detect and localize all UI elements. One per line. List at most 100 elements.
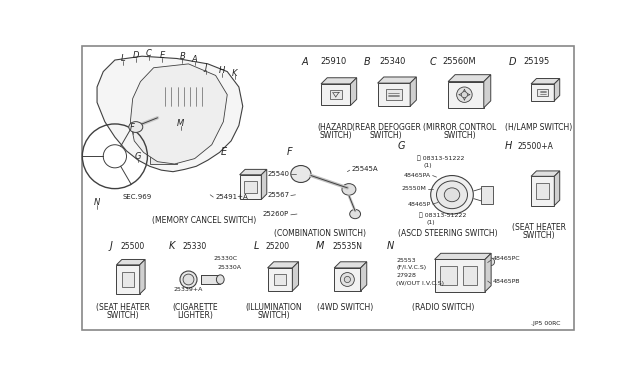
Bar bbox=[435, 260, 485, 292]
Polygon shape bbox=[484, 75, 491, 108]
Text: 25560M: 25560M bbox=[443, 57, 476, 66]
Bar bbox=[179, 122, 209, 129]
Text: 25910: 25910 bbox=[320, 57, 346, 66]
Text: 25500+A: 25500+A bbox=[518, 142, 554, 151]
Ellipse shape bbox=[183, 274, 194, 285]
Circle shape bbox=[457, 87, 472, 102]
Text: K: K bbox=[168, 241, 175, 251]
Polygon shape bbox=[321, 78, 356, 84]
Text: C: C bbox=[146, 49, 152, 58]
Text: 25550M: 25550M bbox=[401, 186, 426, 191]
Text: 25567: 25567 bbox=[267, 192, 289, 198]
Bar bbox=[239, 175, 261, 199]
Text: (REAR DEFOGGER: (REAR DEFOGGER bbox=[352, 123, 420, 132]
Polygon shape bbox=[410, 77, 417, 106]
Text: 25330: 25330 bbox=[182, 242, 207, 251]
Text: SWITCH): SWITCH) bbox=[257, 311, 290, 320]
Text: (SEAT HEATER: (SEAT HEATER bbox=[95, 304, 150, 312]
Circle shape bbox=[340, 273, 355, 286]
Text: (1): (1) bbox=[423, 163, 432, 168]
Text: K: K bbox=[232, 68, 237, 78]
Text: (MIRROR CONTROL: (MIRROR CONTROL bbox=[423, 123, 497, 132]
Polygon shape bbox=[261, 169, 267, 199]
Polygon shape bbox=[531, 78, 560, 84]
Circle shape bbox=[487, 258, 495, 266]
Text: D: D bbox=[132, 51, 139, 60]
Text: B: B bbox=[179, 52, 185, 61]
Text: (MEMORY CANCEL SWITCH): (MEMORY CANCEL SWITCH) bbox=[152, 216, 256, 225]
Text: A: A bbox=[301, 57, 308, 67]
Bar bbox=[179, 133, 209, 141]
Polygon shape bbox=[334, 262, 367, 268]
Text: E: E bbox=[159, 51, 164, 60]
Polygon shape bbox=[531, 171, 560, 176]
Polygon shape bbox=[239, 169, 267, 175]
Ellipse shape bbox=[436, 181, 467, 209]
Text: (CIGARETTE: (CIGARETTE bbox=[172, 304, 218, 312]
Text: Ⓢ 08313-51222: Ⓢ 08313-51222 bbox=[417, 156, 465, 161]
Bar bbox=[463, 266, 477, 285]
Text: SEC.969: SEC.969 bbox=[123, 194, 152, 200]
Text: M: M bbox=[177, 119, 184, 128]
Ellipse shape bbox=[216, 275, 224, 284]
Text: 25339+A: 25339+A bbox=[173, 287, 202, 292]
Polygon shape bbox=[268, 262, 298, 268]
Text: Ⓢ 08313-51222: Ⓢ 08313-51222 bbox=[419, 213, 466, 218]
Circle shape bbox=[461, 92, 467, 98]
Text: 25200: 25200 bbox=[266, 242, 290, 251]
Text: J: J bbox=[204, 63, 207, 72]
Ellipse shape bbox=[342, 184, 356, 195]
Bar bbox=[531, 176, 554, 206]
Ellipse shape bbox=[180, 271, 197, 288]
Text: M: M bbox=[316, 241, 324, 251]
Text: SWITCH): SWITCH) bbox=[370, 131, 403, 140]
Ellipse shape bbox=[291, 166, 311, 183]
Bar bbox=[378, 83, 410, 106]
Polygon shape bbox=[140, 260, 145, 294]
Text: 27928: 27928 bbox=[396, 273, 416, 278]
Polygon shape bbox=[360, 262, 367, 291]
Polygon shape bbox=[485, 253, 491, 292]
Text: H: H bbox=[219, 66, 225, 75]
Polygon shape bbox=[116, 260, 145, 265]
Text: C: C bbox=[429, 57, 436, 67]
Bar bbox=[122, 272, 134, 287]
Text: (W/OUT I.V.C.S): (W/OUT I.V.C.S) bbox=[396, 281, 444, 286]
Text: G: G bbox=[135, 152, 141, 161]
Polygon shape bbox=[292, 262, 298, 291]
Text: 48465PC: 48465PC bbox=[493, 256, 521, 261]
Text: (ILLUMINATION: (ILLUMINATION bbox=[245, 304, 302, 312]
Text: (ASCD STEERING SWITCH): (ASCD STEERING SWITCH) bbox=[398, 229, 498, 238]
Text: F: F bbox=[131, 123, 135, 132]
Ellipse shape bbox=[444, 188, 460, 202]
Polygon shape bbox=[435, 253, 491, 260]
Bar bbox=[448, 81, 484, 108]
Text: 25535N: 25535N bbox=[333, 242, 363, 251]
Text: .JP5 00RC: .JP5 00RC bbox=[531, 321, 561, 326]
Text: G: G bbox=[398, 141, 405, 151]
Text: 25195: 25195 bbox=[524, 57, 550, 66]
Bar bbox=[481, 186, 493, 204]
Text: 25545A: 25545A bbox=[351, 166, 378, 172]
Text: L: L bbox=[254, 241, 259, 251]
Circle shape bbox=[344, 276, 351, 283]
Text: 25500: 25500 bbox=[120, 242, 145, 251]
Bar bbox=[179, 110, 209, 118]
Bar bbox=[537, 89, 548, 96]
Text: 25330C: 25330C bbox=[213, 256, 237, 261]
Polygon shape bbox=[97, 56, 243, 172]
Text: LIGHTER): LIGHTER) bbox=[177, 311, 212, 320]
Bar bbox=[321, 84, 351, 106]
Text: F: F bbox=[287, 147, 292, 157]
Polygon shape bbox=[378, 77, 417, 83]
Text: (HAZARD: (HAZARD bbox=[318, 123, 354, 132]
Polygon shape bbox=[351, 78, 356, 106]
Bar bbox=[386, 89, 402, 100]
Bar bbox=[274, 274, 286, 285]
Text: 25553: 25553 bbox=[396, 258, 416, 263]
Bar bbox=[334, 268, 360, 291]
Text: (COMBINATION SWITCH): (COMBINATION SWITCH) bbox=[275, 229, 366, 238]
Bar bbox=[161, 87, 204, 106]
Text: 25340: 25340 bbox=[379, 57, 406, 66]
Text: (SEAT HEATER: (SEAT HEATER bbox=[512, 224, 566, 232]
